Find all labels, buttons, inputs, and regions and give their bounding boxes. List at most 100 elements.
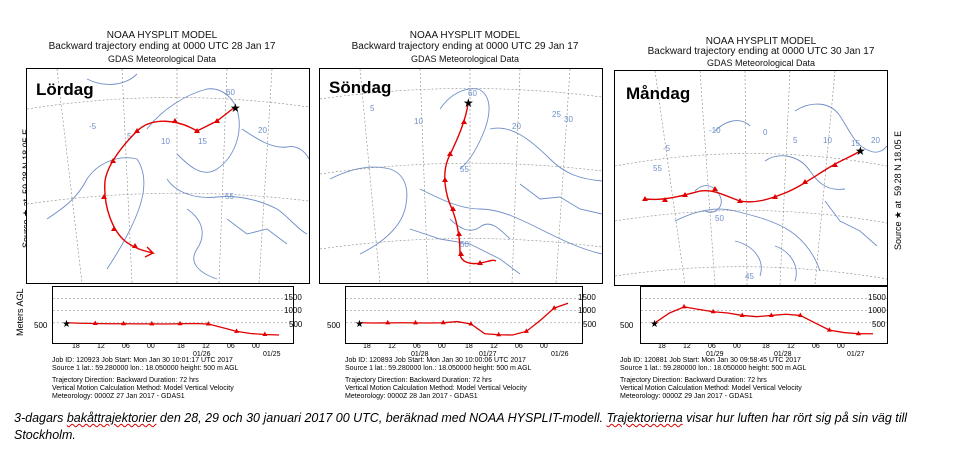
meta-line: Source 1 lat.: 59.280000 lon.: 18.050000… <box>52 365 239 372</box>
lon-label: 20 <box>512 122 521 131</box>
model-title: NOAA HYSPLIT MODEL <box>705 36 817 47</box>
altitude-marker <box>797 312 803 317</box>
day-label: Söndag <box>329 78 392 97</box>
trajectory-line <box>104 106 236 258</box>
lon-label: 0 <box>763 128 768 137</box>
caption-text: den 28, 29 och 30 januari 2017 00 UTC, b… <box>156 411 607 425</box>
trajectory-marker <box>737 198 743 203</box>
meta-line: Trajectory Direction: Backward Duration:… <box>345 377 492 384</box>
model-title: NOAA HYSPLIT MODEL <box>106 30 218 41</box>
meta-line: Source 1 lat.: 59.280000 lon.: 18.050000… <box>345 365 532 372</box>
lat-label: 60 <box>226 88 235 97</box>
lon-label: -5 <box>89 122 97 131</box>
x-tick: 12 <box>388 343 396 350</box>
day-label: Måndag <box>626 84 691 103</box>
altitude-marker <box>440 319 446 325</box>
trajectory-marker <box>832 162 838 167</box>
lon-label: 10 <box>823 136 832 145</box>
met-data-label: GDAS Meteorological Data <box>410 54 520 64</box>
lat-label: 60 <box>468 89 477 98</box>
trajectory-marker <box>477 260 483 265</box>
left-alt-tick: 500 <box>34 321 48 330</box>
source-star-icon: ★ <box>62 319 71 330</box>
map-svg: 55 50 45 -10 -5 0 5 10 15 20 ★ <box>615 71 887 285</box>
alt-tick: 500 <box>583 320 597 329</box>
trajectory-marker <box>194 128 200 133</box>
trajectory-marker <box>461 119 467 124</box>
date-label: 01/29 <box>706 351 724 358</box>
alt-tick: 1000 <box>284 306 302 315</box>
altitude-marker <box>710 308 716 314</box>
map-svg: 60 55 50 5 10 20 25 30 ★ <box>320 69 602 283</box>
trajectory-markers <box>642 162 838 203</box>
altitude-marker <box>468 321 474 326</box>
x-tick: 18 <box>363 343 371 350</box>
lon-label: 15 <box>198 137 207 146</box>
lat-label: 55 <box>460 165 469 174</box>
altitude-svg: ★ <box>346 298 582 337</box>
trajectory-marker <box>134 128 140 133</box>
trajectory-line <box>444 103 497 265</box>
altitude-marker <box>681 303 687 309</box>
meta-line: Meteorology: 0000Z 27 Jan 2017 - GDAS1 <box>52 393 185 400</box>
lon-label: 15 <box>851 139 860 148</box>
source-star-icon: ★ <box>855 144 866 158</box>
source-star-icon: ★ <box>230 101 241 115</box>
altitude-line <box>654 306 873 335</box>
trajectory-marker <box>458 251 464 256</box>
lon-label: -5 <box>663 144 671 153</box>
meta-line: Vertical Motion Calculation Method: Mode… <box>52 385 234 392</box>
source-label: Source ★ at 59.28 N 18.05 E <box>893 130 903 250</box>
trajectory-map: 60 55 -5 5 10 15 20 ★ <box>26 68 310 284</box>
date-label: 01/27 <box>847 351 865 358</box>
coastlines <box>46 73 309 280</box>
met-data-label: GDAS Meteorological Data <box>706 58 816 68</box>
x-tick: 06 <box>708 343 716 350</box>
map-svg: 60 55 -5 5 10 15 20 ★ <box>27 69 309 283</box>
x-tick: 12 <box>787 343 795 350</box>
trajectory-subtitle: Backward trajectory ending at 0000 UTC 3… <box>647 46 875 57</box>
x-tick: 06 <box>122 343 130 350</box>
alt-tick: 1500 <box>284 293 302 302</box>
alt-tick: 500 <box>289 320 303 329</box>
date-label: 01/26 <box>193 351 211 358</box>
alt-tick: 1500 <box>578 293 596 302</box>
altitude-svg: ★ <box>641 298 887 336</box>
trajectory-marker <box>712 186 718 191</box>
lon-label: 25 <box>552 110 561 119</box>
trajectory-markers <box>442 119 483 265</box>
lon-label: 5 <box>793 136 798 145</box>
altitude-svg: ★ <box>53 298 293 337</box>
lon-label: 20 <box>258 126 267 135</box>
trajectory-marker <box>662 197 668 202</box>
altitude-plot: ★ <box>640 286 888 344</box>
source-star-icon: ★ <box>650 319 659 330</box>
graticule <box>27 69 309 283</box>
x-tick: 12 <box>490 343 498 350</box>
altitude-marker <box>149 320 155 326</box>
altitude-marker <box>92 320 98 326</box>
trajectory-marker <box>442 177 448 182</box>
caption-text: visar hur luften har rört sig på sin väg… <box>14 411 908 442</box>
altitude-marker <box>177 320 183 326</box>
trajectory-marker <box>682 192 688 197</box>
x-tick: 12 <box>683 343 691 350</box>
date-label: 01/26 <box>551 351 569 358</box>
trajectory-subtitle: Backward trajectory ending at 0000 UTC 2… <box>351 41 579 52</box>
meta-line: Job ID: 120881 Job Start: Mon Jan 30 09:… <box>620 357 801 364</box>
altitude-marker <box>385 319 391 325</box>
lon-label: 5 <box>127 132 132 141</box>
altitude-axis-label: Meters AGL <box>15 288 25 336</box>
altitude-marker <box>496 331 502 337</box>
alt-tick: 1500 <box>868 293 886 302</box>
x-tick: 12 <box>97 343 105 350</box>
altitude-line <box>359 302 569 336</box>
trajectory-map: 60 55 50 5 10 20 25 30 ★ <box>319 68 603 284</box>
x-tick: 00 <box>147 343 155 350</box>
x-tick: 06 <box>515 343 523 350</box>
alt-tick: 1000 <box>578 306 596 315</box>
trajectory-map: 55 50 45 -10 -5 0 5 10 15 20 ★ <box>614 70 888 286</box>
altitude-marker <box>739 312 745 317</box>
trajectory-marker <box>450 206 456 211</box>
meta-line: Vertical Motion Calculation Method: Mode… <box>345 385 527 392</box>
